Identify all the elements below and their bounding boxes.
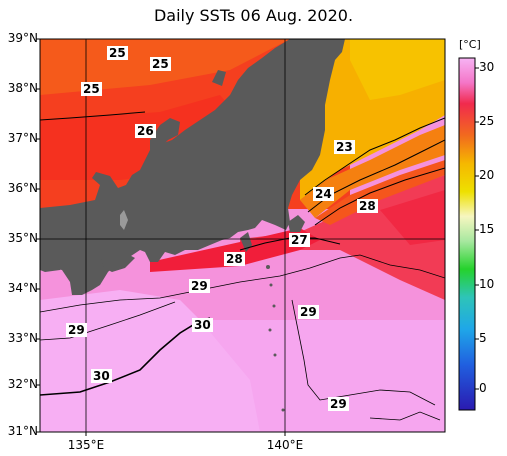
lat-label: 38°N xyxy=(7,81,38,95)
lat-label: 32°N xyxy=(7,377,38,391)
contour-label: 29 xyxy=(66,323,87,337)
contour-label: 28 xyxy=(357,199,378,213)
map-frame xyxy=(39,38,446,433)
lat-label: 33°N xyxy=(7,331,38,345)
contour-label: 30 xyxy=(192,318,213,332)
contour-label: 29 xyxy=(328,397,349,411)
contour-label: 25 xyxy=(150,57,171,71)
lon-label: 140°E xyxy=(266,438,304,452)
colorbar-tick: 30 xyxy=(479,60,495,74)
land-honshu xyxy=(40,39,345,295)
sst-field-22-north xyxy=(350,39,445,100)
lat-label: 39°N xyxy=(7,31,38,45)
lat-label: 31°N xyxy=(7,424,38,438)
contour-label: 29 xyxy=(298,305,319,319)
lat-label: 36°N xyxy=(7,181,38,195)
colorbar-tick: 10 xyxy=(479,277,495,291)
island xyxy=(266,265,270,269)
island xyxy=(272,304,276,308)
isotherm-25 xyxy=(314,167,445,226)
contour-label: 30 xyxy=(91,369,112,383)
isotherm-26 xyxy=(40,111,146,121)
lake-biwa xyxy=(120,210,128,230)
island xyxy=(281,408,285,412)
land-shikoku xyxy=(40,255,65,272)
land-sado xyxy=(212,70,226,86)
sst-field-24-tohoku xyxy=(300,125,445,218)
contour-label: 28 xyxy=(224,252,245,266)
isotherm-30-south xyxy=(369,411,441,421)
lat-label: 35°N xyxy=(7,231,38,245)
island xyxy=(268,328,272,332)
lon-label: 135°E xyxy=(67,438,105,452)
colorbar-unit: [°C] xyxy=(459,38,481,51)
colorbar-tick: 5 xyxy=(479,331,487,345)
sst-field-25-tohoku xyxy=(315,160,445,225)
contour-label: 29 xyxy=(189,279,210,293)
isotherm-29-east xyxy=(291,299,436,406)
contour-label: 23 xyxy=(334,140,355,154)
lat-label: 37°N xyxy=(7,131,38,145)
colorbar-tick: 20 xyxy=(479,168,495,182)
contour-label: 26 xyxy=(135,124,156,138)
contour-label: 27 xyxy=(289,233,310,247)
colorbar-tick: 25 xyxy=(479,114,495,128)
contour-label: 24 xyxy=(313,187,334,201)
isotherm-29-west xyxy=(40,254,445,313)
isotherm-23 xyxy=(304,117,445,196)
colorbar-tick: 0 xyxy=(479,381,487,395)
land-noto xyxy=(150,118,180,150)
contour-label: 25 xyxy=(107,46,128,60)
land-kii xyxy=(100,250,135,272)
colorbar xyxy=(458,57,476,411)
land-boso xyxy=(288,215,305,232)
island xyxy=(273,353,277,357)
colorbar-tick: 15 xyxy=(479,222,495,236)
lat-label: 34°N xyxy=(7,281,38,295)
contour-label: 25 xyxy=(81,82,102,96)
sst-field-28-east xyxy=(380,190,445,245)
map-title: Daily SSTs 06 Aug. 2020. xyxy=(153,6,354,25)
island xyxy=(269,283,273,287)
isotherm-30-west xyxy=(40,301,176,341)
